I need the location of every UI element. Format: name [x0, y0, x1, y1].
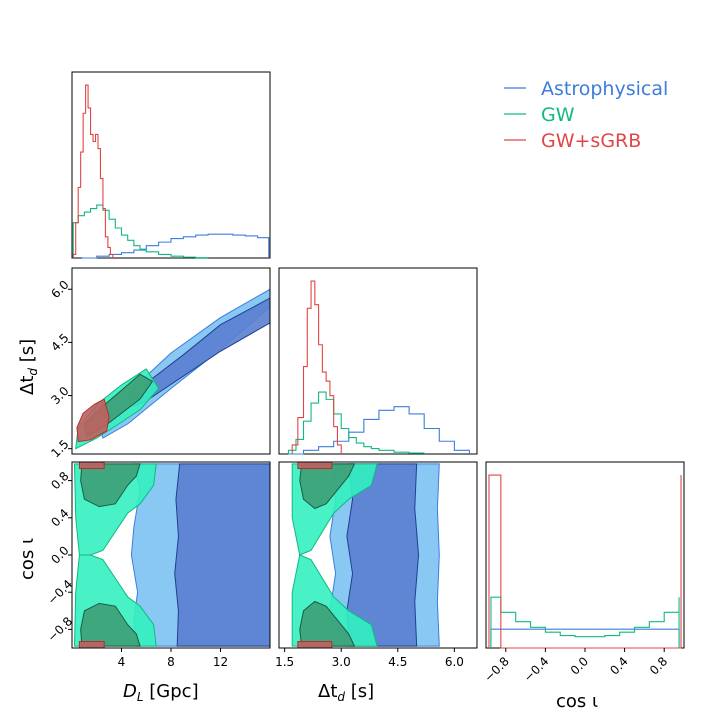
contour-td-cosi-gwsgrb-lower [297, 640, 333, 649]
panel-td-marginal [278, 267, 478, 455]
cosi-x-tick-label: 0.8 [647, 654, 670, 677]
td-y-tick-label: 1.5 [48, 437, 71, 460]
y-axis-label-td: Δtd [s] [17, 339, 40, 395]
legend: Astrophysical GW GW+sGRB [504, 78, 668, 152]
contour-td-cosi-gwsgrb-upper [297, 461, 333, 470]
x-axis-label-cosi: cos ι [556, 691, 598, 712]
contour-dl-cosi-gw-upper-inner [80, 463, 141, 508]
x-axis-label-td: Δtd [s] [318, 681, 374, 704]
cosi-x-tick-label: 0.4 [607, 654, 630, 677]
panels: −0.8 −0.4 0.0 0.4 0.81.53.04.56.04 8 12−0.8−0.… [45, 71, 685, 685]
axis-labels: DL [Gpc] Δtd [s] cos ι Δtd [s] cos ι [17, 339, 598, 712]
contour-dl-td-gwsgrb [76, 398, 110, 443]
td-y-tick-label: 6.0 [48, 278, 71, 301]
contour-td-cosi-astro-inner [346, 463, 420, 647]
td-hist-astrophysical [288, 406, 471, 455]
legend-label-gwsgrb: GW+sGRB [541, 130, 641, 152]
contour-dl-cosi-gwsgrb-upper [78, 461, 105, 470]
contour-dl-cosi-gwsgrb-lower [78, 640, 105, 649]
td-x-tick-label: 1.5 [275, 655, 294, 669]
dl-hist-gwsgrb [72, 84, 114, 258]
legend-label-astrophysical: Astrophysical [541, 78, 668, 100]
cosi-x-tick-label: 0.0 [568, 654, 591, 677]
td-hist-gw [287, 391, 425, 454]
panel-dl-td [71, 267, 271, 455]
cosi-y-tick-label: 0.4 [48, 506, 71, 529]
contour-dl-cosi-astro-inner [174, 463, 271, 647]
td-y-tick-label: 4.5 [48, 331, 71, 354]
dl-x-tick-label: 4 [118, 655, 126, 669]
cosi-x-tick-label: −0.8 [481, 654, 512, 685]
cosi-y-tick-label: 0.8 [48, 469, 71, 492]
dl-x-tick-label: 8 [167, 655, 175, 669]
cosi-hist-gw [490, 596, 680, 648]
td-hist-gwsgrb [291, 280, 342, 454]
contour-td-cosi-gw-upper-inner [299, 463, 356, 510]
y-axis-label-cosi: cos ι [17, 538, 38, 580]
legend-label-gw: GW [541, 104, 575, 126]
contour-td-cosi-gw-lower-inner [299, 600, 356, 647]
x-axis-label-dl: DL [Gpc] [123, 681, 199, 704]
dl-x-tick-label: 12 [213, 655, 228, 669]
td-y-tick-label: 3.0 [48, 384, 71, 407]
panel-td-cosi [278, 461, 478, 649]
dl-hist-gw [72, 204, 209, 259]
dl-hist-astrophysical [81, 233, 270, 259]
cosi-hist-astrophysical [490, 628, 680, 648]
td-x-tick-label: 4.5 [388, 655, 407, 669]
cosi-x-tick-label: −0.4 [521, 654, 552, 685]
td-x-tick-label: 3.0 [332, 655, 351, 669]
td-x-tick-label: 6.0 [445, 655, 464, 669]
panel-dl-marginal [71, 71, 271, 259]
cosi-y-tick-label: 0.0 [48, 543, 71, 566]
contour-dl-cosi-gw-lower-inner [80, 602, 141, 647]
